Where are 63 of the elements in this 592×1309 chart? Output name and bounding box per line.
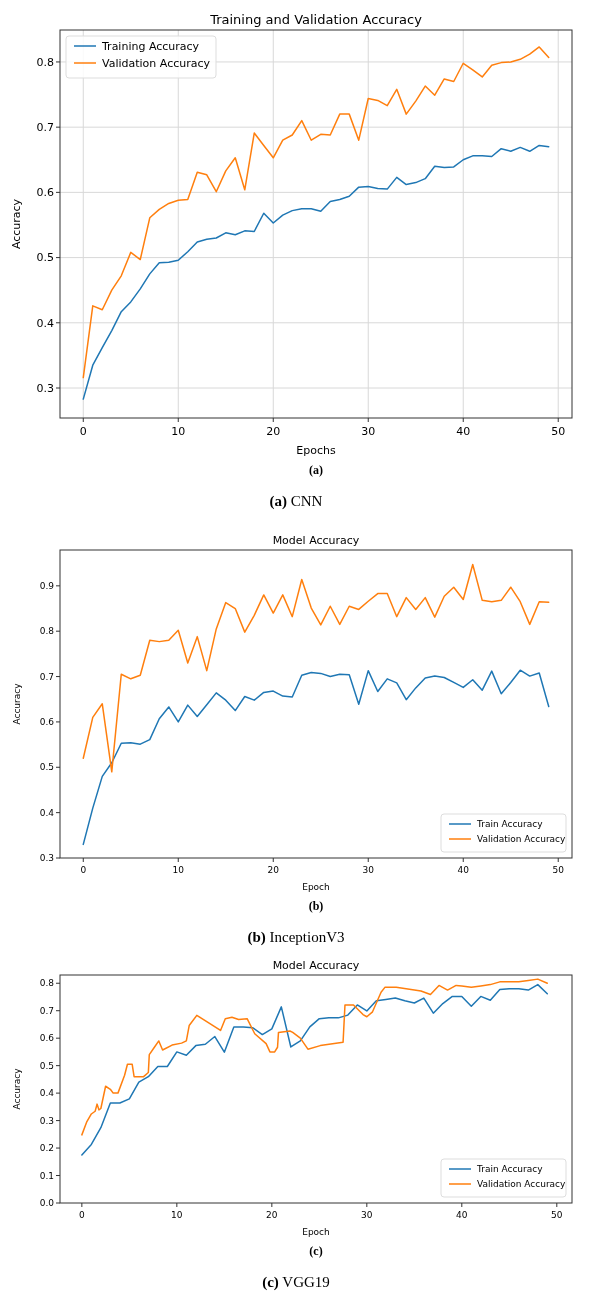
- y-tick-label: 0.8: [39, 626, 55, 637]
- y-tick-label: 0.6: [39, 1033, 55, 1044]
- x-tick-label: 20: [266, 425, 281, 438]
- text: (b) InceptionV3: [247, 929, 345, 946]
- x-tick-label: 10: [171, 425, 186, 438]
- x-tick-label: 10: [171, 1210, 183, 1220]
- x-tick-label: 20: [267, 865, 280, 875]
- legend-label: Training Accuracy: [101, 39, 200, 53]
- y-tick-label: 0.4: [36, 316, 54, 330]
- legend-label: Train Accuracy: [476, 819, 544, 830]
- line-series: [82, 144, 550, 400]
- y-tick-label: 0.3: [36, 381, 54, 395]
- legend-label: Validation Accuracy: [102, 56, 211, 70]
- x-axis-title: Epoch: [302, 1227, 330, 1237]
- y-tick-label: 0.8: [36, 55, 54, 69]
- y-tick-label: 0.6: [39, 717, 55, 728]
- y-tick-label: 0.2: [39, 1143, 54, 1154]
- x-tick-label: 40: [456, 1210, 468, 1220]
- x-tick-label: 0: [80, 865, 87, 875]
- y-tick-label: 0.6: [36, 186, 54, 200]
- x-tick-label: 50: [552, 865, 565, 875]
- y-tick-label: 0.7: [36, 121, 54, 135]
- y-tick-label: 0.3: [39, 853, 54, 864]
- y-tick-label: 0.5: [39, 1060, 54, 1071]
- x-tick-label: 40: [456, 425, 471, 438]
- text: (a) CNN: [269, 493, 323, 510]
- x-tick-label: 50: [551, 1210, 563, 1220]
- chart-title: Training and Validation Accuracy: [209, 12, 423, 27]
- y-axis-title: Accuracy: [10, 198, 23, 250]
- y-tick-label: 0.1: [39, 1170, 54, 1181]
- y-axis-title: Accuracy: [12, 682, 22, 725]
- x-tick-label: 30: [361, 425, 376, 438]
- y-tick-label: 0.4: [39, 807, 55, 818]
- line-series: [82, 563, 550, 773]
- text: (b): [308, 899, 324, 913]
- y-tick-label: 0.5: [39, 762, 54, 773]
- y-tick-label: 0.0: [39, 1198, 55, 1209]
- x-tick-label: 40: [457, 865, 470, 875]
- y-tick-label: 0.4: [39, 1088, 55, 1099]
- legend-label: Validation Accuracy: [477, 834, 567, 845]
- x-tick-label: 20: [266, 1210, 278, 1220]
- chart-title: Model Accuracy: [272, 959, 360, 972]
- x-tick-label: 50: [551, 425, 566, 438]
- y-tick-label: 0.7: [39, 671, 54, 682]
- legend-label: Validation Accuracy: [477, 1179, 567, 1190]
- y-tick-label: 0.7: [39, 1005, 54, 1016]
- y-tick-label: 0.3: [39, 1115, 54, 1126]
- x-tick-label: 10: [172, 865, 185, 875]
- y-axis-title: Accuracy: [12, 1067, 22, 1110]
- y-tick-label: 0.9: [39, 580, 55, 591]
- x-tick-label: 30: [361, 1210, 373, 1220]
- y-tick-label: 0.8: [39, 978, 55, 989]
- x-tick-label: 30: [362, 865, 375, 875]
- legend-label: Train Accuracy: [476, 1164, 544, 1175]
- x-tick-label: 0: [79, 425, 87, 438]
- y-tick-label: 0.5: [36, 251, 54, 265]
- x-axis-title: Epochs: [296, 444, 336, 457]
- text: (c) VGG19: [262, 1274, 330, 1291]
- text: (c): [309, 1244, 323, 1258]
- chart-title: Model Accuracy: [272, 534, 360, 547]
- x-axis-title: Epoch: [302, 882, 330, 892]
- text: (a): [309, 463, 323, 477]
- x-tick-label: 0: [78, 1210, 85, 1220]
